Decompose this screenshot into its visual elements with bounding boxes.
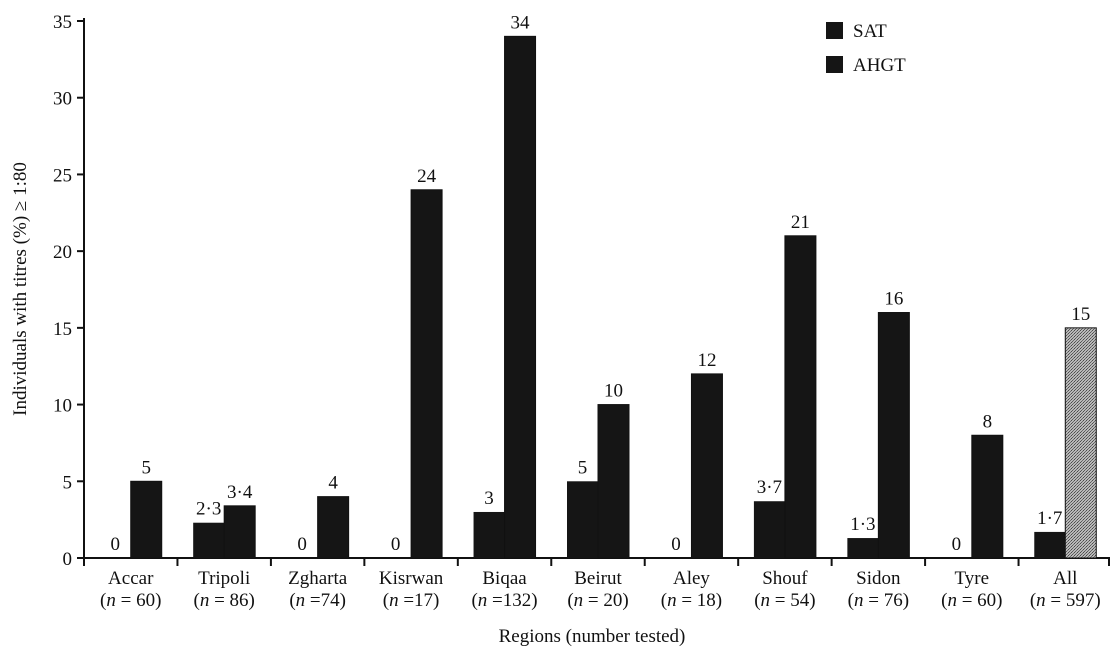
y-tick-label: 10 — [53, 396, 72, 417]
bar-label-ahgt: 12 — [697, 350, 716, 371]
bar-label-ahgt: 34 — [511, 12, 531, 33]
bar-ahgt — [971, 434, 1004, 559]
y-tick-label: 5 — [63, 472, 73, 493]
bar-label-sat: 3·7 — [757, 477, 782, 498]
x-tick-label: Shouf — [762, 568, 808, 589]
bars — [130, 35, 1097, 559]
bar-label-ahgt: 10 — [604, 381, 623, 402]
bar-label-sat: 5 — [578, 457, 588, 478]
bar-label-ahgt: 4 — [328, 473, 338, 494]
bar-label-ahgt: 24 — [417, 166, 437, 187]
x-tick-label: Accar — [108, 568, 154, 589]
bar-sat — [753, 501, 785, 558]
y-tick-label: 30 — [53, 89, 72, 110]
bar-label-sat: 1·7 — [1037, 508, 1062, 529]
bar-label-ahgt: 15 — [1071, 304, 1090, 325]
y-tick-label: 25 — [53, 165, 72, 186]
bar-sat — [193, 522, 225, 558]
y-tick-label: 20 — [53, 242, 72, 263]
bar-sat — [473, 511, 505, 558]
x-tick-label: Sidon — [856, 568, 901, 589]
x-tick-sublabel: (n = 20) — [567, 590, 628, 611]
bar-label-sat: 0 — [391, 534, 401, 555]
legend-label: SAT — [853, 21, 887, 42]
bar-label-sat: 0 — [297, 534, 307, 555]
x-tick-label: Kisrwan — [379, 568, 444, 589]
x-tick-sublabel: (n = 76) — [848, 590, 909, 611]
bar-label-sat: 0 — [110, 534, 120, 555]
bar-value-labels: 0 5 2·3 3·4 0 4 0 24 3 34 5 10 0 12 3·7 21 1·3 16 0 8 1·7 15 — [110, 12, 1090, 555]
x-tick-label: Zgharta — [288, 568, 348, 589]
x-tick-sublabel: (n = 60) — [100, 590, 161, 611]
legend-swatch — [826, 56, 843, 73]
y-tick-label: 15 — [53, 319, 72, 340]
legend-label: AHGT — [853, 55, 906, 76]
x-tick-sublabel: (n = 60) — [941, 590, 1002, 611]
bar-label-sat: 2·3 — [196, 499, 221, 520]
x-tick-label: Biqaa — [482, 568, 527, 589]
bar-label-sat: 0 — [671, 534, 681, 555]
bar-label-sat: 3 — [484, 488, 494, 509]
bar-label-ahgt: 5 — [141, 457, 151, 478]
y-tick-label: 0 — [63, 549, 73, 570]
x-tick-sublabel: (n = 18) — [661, 590, 722, 611]
x-tick-sublabel: (n =17) — [383, 590, 440, 611]
x-tick-label: Tripoli — [198, 568, 250, 589]
x-tick-label: All — [1053, 568, 1077, 589]
bar-ahgt — [877, 312, 910, 559]
x-tick-sublabel: (n =132) — [471, 590, 537, 611]
legend: SAT AHGT — [826, 21, 906, 76]
x-axis: Accar(n = 60)Tripoli(n = 86)Zgharta(n =7… — [83, 557, 1110, 611]
bar-ahgt — [597, 404, 630, 559]
y-axis-title: Individuals with titres (%) ≥ 1:80 — [10, 162, 31, 416]
x-tick-sublabel: (n = 597) — [1030, 590, 1101, 611]
bar-label-sat: 1·3 — [850, 514, 875, 535]
bar-label-ahgt: 3·4 — [227, 482, 253, 503]
x-tick-sublabel: (n = 54) — [754, 590, 815, 611]
bar-ahgt — [784, 235, 817, 559]
x-tick-sublabel: (n =74) — [289, 590, 346, 611]
bar-ahgt — [130, 480, 163, 559]
bar-sat — [1034, 531, 1066, 558]
bar-ahgt — [1064, 327, 1097, 559]
bar-label-ahgt: 16 — [884, 289, 903, 310]
bar-ahgt — [223, 505, 256, 559]
bar-label-ahgt: 21 — [791, 212, 810, 233]
y-tick-label: 35 — [53, 12, 72, 33]
bar-sat — [567, 481, 598, 558]
bar-ahgt — [317, 496, 350, 559]
x-tick-label: Aley — [673, 568, 710, 589]
bar-ahgt — [410, 189, 443, 559]
bar-sat — [847, 538, 879, 558]
y-axis: 0 5 10 15 20 25 30 35 — [53, 12, 85, 570]
x-tick-sublabel: (n = 86) — [193, 590, 254, 611]
x-tick-label: Beirut — [574, 568, 622, 589]
bar-ahgt — [690, 373, 723, 559]
bar-label-sat: 0 — [952, 534, 962, 555]
x-axis-title: Regions (number tested) — [499, 626, 686, 647]
x-tick-label: Tyre — [955, 568, 990, 589]
bar-label-ahgt: 8 — [983, 411, 993, 432]
bar-ahgt — [504, 35, 537, 559]
legend-swatch — [826, 22, 843, 39]
